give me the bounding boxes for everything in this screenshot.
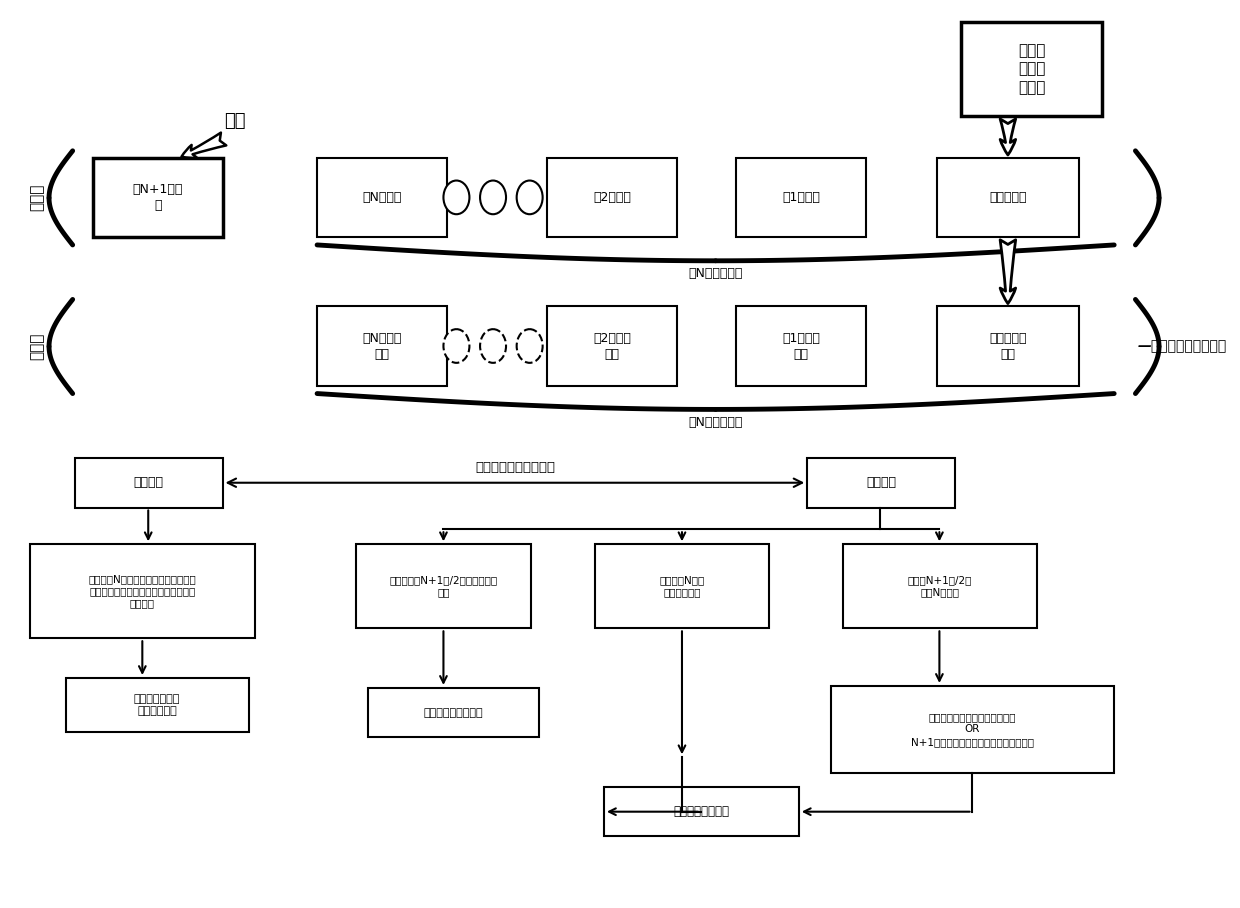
FancyBboxPatch shape	[547, 158, 677, 237]
Ellipse shape	[480, 181, 506, 214]
FancyBboxPatch shape	[595, 544, 769, 628]
FancyBboxPatch shape	[356, 544, 531, 628]
Ellipse shape	[517, 181, 543, 214]
FancyBboxPatch shape	[74, 458, 223, 508]
FancyBboxPatch shape	[368, 688, 539, 737]
Text: 前N帧光谱: 前N帧光谱	[362, 191, 402, 204]
FancyBboxPatch shape	[547, 306, 677, 386]
FancyBboxPatch shape	[604, 787, 799, 836]
FancyBboxPatch shape	[737, 158, 867, 237]
Ellipse shape	[444, 181, 470, 214]
FancyBboxPatch shape	[842, 544, 1038, 628]
Text: 小于等于（N+1）/2帧光谱存在低
谷点: 小于等于（N+1）/2帧光谱存在低 谷点	[389, 575, 497, 597]
Text: 前N帧光谱数据: 前N帧光谱数据	[688, 267, 743, 281]
Text: 前1帧光谱: 前1帧光谱	[782, 191, 820, 204]
Text: 暂存区: 暂存区	[30, 332, 45, 360]
Text: 前1帧一阶
微分: 前1帧一阶 微分	[782, 331, 820, 360]
Text: 统计顶峰: 统计顶峰	[134, 476, 164, 489]
Text: 为有效低谷，记录: 为有效低谷，记录	[673, 805, 729, 818]
Ellipse shape	[517, 330, 543, 363]
Text: 不是有效低谷，抛弃: 不是有效低谷，抛弃	[424, 707, 484, 717]
FancyBboxPatch shape	[807, 458, 955, 508]
Text: 大于（N+1）/2帧
小于N帧光谱: 大于（N+1）/2帧 小于N帧光谱	[908, 575, 972, 597]
Ellipse shape	[480, 330, 506, 363]
FancyBboxPatch shape	[93, 158, 223, 237]
Text: 前N帧一阶
微分: 前N帧一阶 微分	[362, 331, 402, 360]
FancyBboxPatch shape	[831, 686, 1115, 773]
Text: 统计低谷: 统计低谷	[866, 476, 897, 489]
Text: —阶求导并统计极值点: —阶求导并统计极值点	[1138, 339, 1228, 353]
Text: 当前帧光谱: 当前帧光谱	[990, 191, 1027, 204]
Text: 暂存区: 暂存区	[30, 183, 45, 211]
FancyBboxPatch shape	[937, 306, 1079, 386]
FancyBboxPatch shape	[961, 22, 1102, 116]
FancyBboxPatch shape	[30, 544, 254, 638]
Text: 前2帧光谱: 前2帧光谱	[594, 191, 631, 204]
Ellipse shape	[444, 330, 470, 363]
FancyBboxPatch shape	[317, 306, 446, 386]
FancyBboxPatch shape	[737, 306, 867, 386]
Text: 大于等于N帧光谱的顶峰网表都有顶峰
且在区间左或右端的斜率的绝对值大于
预设阈值: 大于等于N帧光谱的顶峰网表都有顶峰 且在区间左或右端的斜率的绝对值大于 预设阈值	[88, 574, 196, 608]
Text: 前N+1帧光
谱: 前N+1帧光 谱	[133, 183, 182, 212]
FancyBboxPatch shape	[937, 158, 1079, 237]
Text: 记录为有效顶峰
列入顶峰网表: 记录为有效顶峰 列入顶峰网表	[134, 694, 180, 716]
Text: 前N帧光谱数据: 前N帧光谱数据	[688, 416, 743, 429]
Text: 当前帧一阶
微分: 当前帧一阶 微分	[990, 331, 1027, 360]
Text: 大于等于N帧光
谱存在低谷点: 大于等于N帧光 谱存在低谷点	[660, 575, 704, 597]
FancyBboxPatch shape	[317, 158, 446, 237]
Text: 前2帧一阶
微分: 前2帧一阶 微分	[594, 331, 631, 360]
Text: 左和右容许区间均存在有效顶峰
OR
N+1帧叠加光谱在此容许区间内存在低谷: 左和右容许区间均存在有效顶峰 OR N+1帧叠加光谱在此容许区间内存在低谷	[911, 712, 1034, 747]
Text: 每一个容许区间步长内: 每一个容许区间步长内	[475, 461, 554, 474]
Text: 专用的
数据通
信接口: 专用的 数据通 信接口	[1018, 43, 1045, 95]
Text: 删除: 删除	[223, 112, 246, 130]
FancyBboxPatch shape	[66, 678, 248, 733]
